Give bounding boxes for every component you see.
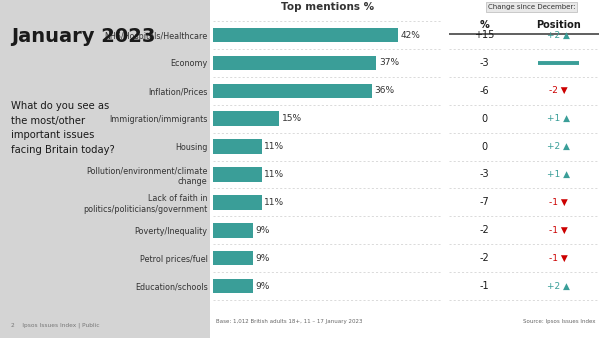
Text: 11%: 11% [264, 142, 284, 151]
Text: -2 ▼: -2 ▼ [549, 86, 568, 95]
Bar [213, 56, 376, 70]
Text: +2 ▲: +2 ▲ [547, 142, 569, 151]
Bar [213, 83, 372, 98]
Text: 0: 0 [482, 142, 488, 152]
Text: +15: +15 [474, 30, 495, 40]
Text: 9%: 9% [255, 254, 270, 263]
Bar [213, 223, 253, 238]
Text: 11%: 11% [264, 198, 284, 207]
Text: +2 ▲: +2 ▲ [547, 30, 569, 40]
Text: What do you see as
the most/other
important issues
facing Britain today?: What do you see as the most/other import… [11, 101, 114, 154]
Text: -2: -2 [480, 253, 489, 263]
Text: -1: -1 [480, 281, 489, 291]
Text: +1 ▲: +1 ▲ [547, 114, 569, 123]
Text: -2: -2 [480, 225, 489, 235]
Text: Change since December:: Change since December: [488, 4, 576, 10]
Text: +2 ▲: +2 ▲ [547, 282, 569, 291]
Text: 9%: 9% [255, 282, 270, 291]
Text: 42%: 42% [401, 30, 421, 40]
Bar [213, 112, 279, 126]
Text: -6: -6 [480, 86, 489, 96]
Bar [213, 195, 262, 210]
Text: -7: -7 [480, 197, 489, 208]
Text: -1 ▼: -1 ▼ [549, 254, 568, 263]
Text: 15%: 15% [282, 114, 302, 123]
Bar [213, 167, 262, 182]
Text: Position: Position [536, 20, 580, 30]
Text: -1 ▼: -1 ▼ [549, 198, 568, 207]
Text: 0: 0 [482, 114, 488, 124]
Text: 11%: 11% [264, 170, 284, 179]
Bar [213, 279, 253, 293]
Text: 37%: 37% [379, 58, 399, 67]
Title: Top mentions %: Top mentions % [281, 2, 374, 12]
Bar [213, 251, 253, 265]
Text: 36%: 36% [374, 86, 395, 95]
Text: Base: 1,012 British adults 18+, 11 – 17 January 2023: Base: 1,012 British adults 18+, 11 – 17 … [216, 319, 362, 324]
Bar [213, 28, 399, 42]
Text: Source: Ipsos Issues Index: Source: Ipsos Issues Index [524, 319, 596, 324]
Text: -1 ▼: -1 ▼ [549, 226, 568, 235]
Text: January 2023: January 2023 [11, 27, 155, 46]
Text: -3: -3 [480, 169, 489, 179]
Text: %: % [480, 20, 489, 30]
Text: 2    Ipsos Issues Index | Public: 2 Ipsos Issues Index | Public [11, 322, 99, 328]
Text: -3: -3 [480, 58, 489, 68]
Text: +1 ▲: +1 ▲ [547, 170, 569, 179]
Bar [213, 139, 262, 154]
Text: 9%: 9% [255, 226, 270, 235]
